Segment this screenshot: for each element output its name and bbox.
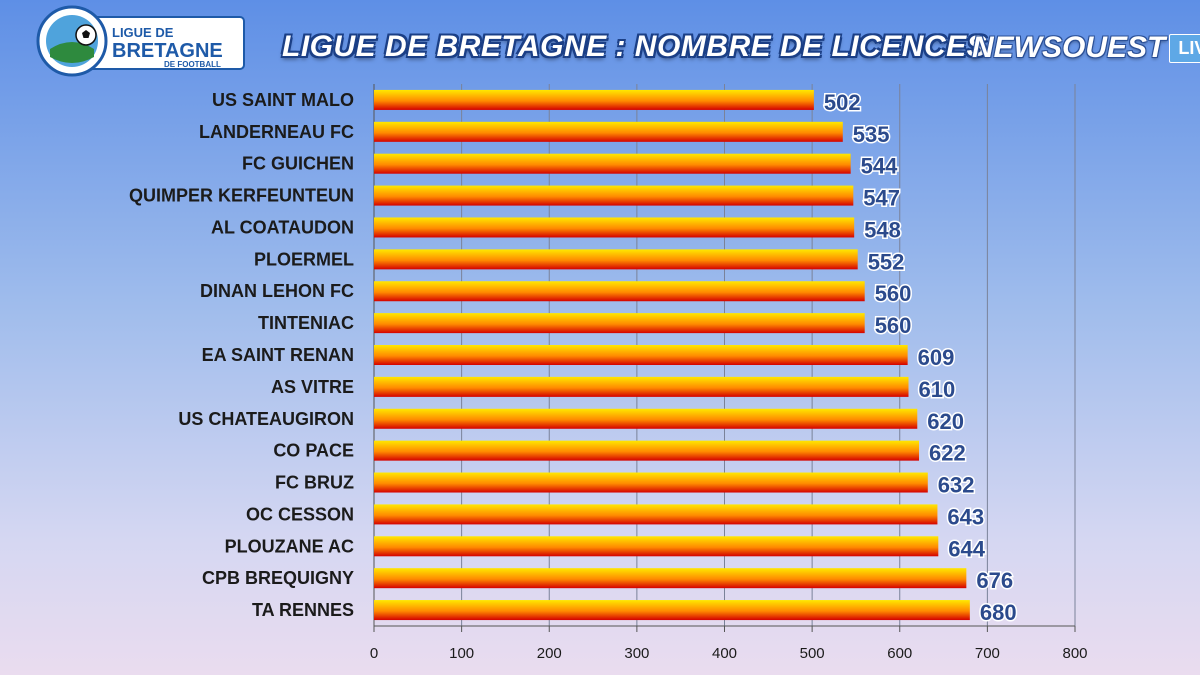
logo-line2: BRETAGNE <box>112 40 223 62</box>
logo-line3: DE FOOTBALL <box>164 60 221 69</box>
value-label: 676 <box>976 568 1013 593</box>
category-label: US SAINT MALO <box>212 90 354 110</box>
live-badge: LIVE <box>1169 33 1200 63</box>
category-label: DINAN LEHON FC <box>200 281 354 301</box>
value-label: 620 <box>927 409 964 434</box>
value-label: 560 <box>875 281 912 306</box>
value-label: 502 <box>824 90 861 115</box>
bar <box>374 472 928 493</box>
tick-label: 100 <box>449 645 474 662</box>
value-label: 547 <box>863 186 900 211</box>
category-label: FC BRUZ <box>275 473 354 493</box>
bar <box>374 313 865 334</box>
value-label: 644 <box>948 536 985 561</box>
tick-label: 200 <box>537 645 562 662</box>
value-label: 535 <box>853 122 890 147</box>
category-label: AS VITRE <box>271 377 354 397</box>
tick-label: 800 <box>1062 645 1087 662</box>
bar <box>374 217 855 238</box>
tick-label: 300 <box>624 645 649 662</box>
category-label: EA SAINT RENAN <box>202 345 354 365</box>
bar <box>374 568 967 589</box>
category-label: AL COATAUDON <box>211 217 354 237</box>
bar <box>374 600 970 621</box>
logo-line1: LIGUE DE <box>112 25 174 40</box>
value-label: 680 <box>980 600 1017 625</box>
category-label: TINTENIAC <box>258 313 354 333</box>
category-label: FC GUICHEN <box>242 154 354 174</box>
tick-label: 600 <box>887 645 912 662</box>
value-label: 610 <box>919 377 956 402</box>
category-labels: US SAINT MALO LANDERNEAU FC FC GUICHEN QUIM… <box>129 90 354 620</box>
bar <box>374 121 843 142</box>
bar <box>374 504 938 525</box>
newsouest-brand: NEWSOUEST LIVE <box>972 30 1200 66</box>
bar <box>374 408 918 429</box>
bar <box>374 376 909 397</box>
bar <box>374 249 858 270</box>
football-icon <box>75 24 97 46</box>
tick-label: 500 <box>800 645 825 662</box>
value-label: 552 <box>868 249 905 274</box>
value-label: 548 <box>864 217 901 242</box>
category-label: CPB BREQUIGNY <box>202 568 354 588</box>
category-label: PLOERMEL <box>254 249 354 269</box>
bar <box>374 185 854 206</box>
bar <box>374 536 939 557</box>
bar <box>374 89 814 110</box>
category-label: CO PACE <box>273 441 354 461</box>
category-label: PLOUZANE AC <box>225 536 354 556</box>
tick-label: 400 <box>712 645 737 662</box>
brand-name: NEWSOUEST <box>972 31 1166 64</box>
ligue-bretagne-logo: LIGUE DE BRETAGNE DE FOOTBALL <box>36 5 245 77</box>
tick-label: 700 <box>975 645 1000 662</box>
bar <box>374 345 908 365</box>
value-label: 560 <box>875 313 912 338</box>
category-label: QUIMPER KERFEUNTEUN <box>129 186 354 206</box>
value-label: 609 <box>918 345 955 370</box>
value-label: 544 <box>861 154 898 179</box>
category-label: TA RENNES <box>252 600 354 620</box>
chart-title: LIGUE DE BRETAGNE : NOMBRE DE LICENCES <box>282 30 988 63</box>
bar <box>374 153 851 174</box>
category-label: US CHATEAUGIRON <box>178 409 354 429</box>
tick-label: 0 <box>370 645 378 662</box>
bar <box>374 281 865 302</box>
bar <box>374 440 920 461</box>
value-label: 643 <box>947 504 984 529</box>
tick-labels: 0 100 200 300 400 500 600 700 800 <box>370 645 1088 662</box>
category-label: OC CESSON <box>246 504 354 524</box>
value-label: 622 <box>929 441 966 466</box>
value-labels: 5025355445475485525605606096106206226326… <box>822 88 1018 626</box>
category-label: LANDERNEAU FC <box>199 122 354 142</box>
value-label: 632 <box>938 473 975 498</box>
bars <box>374 89 970 621</box>
